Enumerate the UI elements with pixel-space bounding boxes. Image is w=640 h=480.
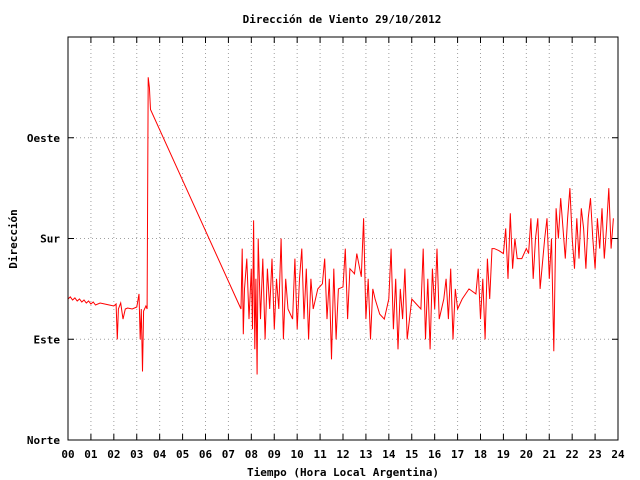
axis-ticks xyxy=(67,37,619,441)
x-axis-label: Tiempo (Hora Local Argentina) xyxy=(247,466,439,479)
x-tick-label: 12 xyxy=(336,448,349,461)
y-tick-label: Sur xyxy=(40,233,60,246)
x-tick-label: 11 xyxy=(313,448,327,461)
x-tick-label: 08 xyxy=(245,448,258,461)
x-tick-label: 21 xyxy=(543,448,557,461)
x-tick-label: 09 xyxy=(268,448,281,461)
y-tick-label: Oeste xyxy=(27,132,60,145)
data-series xyxy=(67,77,614,375)
x-tick-label: 02 xyxy=(107,448,120,461)
tick-labels: 00 01 02 03 04 05 06 07 08 09 10 11 12 13 14 15 16 17 18 19… xyxy=(27,132,625,461)
x-tick-label: 10 xyxy=(291,448,304,461)
y-tick-label: Este xyxy=(34,333,61,346)
x-tick-label: 14 xyxy=(382,448,396,461)
x-tick-label: 23 xyxy=(588,448,601,461)
x-tick-label: 05 xyxy=(176,448,189,461)
x-tick-label: 16 xyxy=(428,448,442,461)
y-tick-label: Norte xyxy=(27,434,60,447)
x-tick-label: 03 xyxy=(130,448,143,461)
x-tick-label: 18 xyxy=(474,448,487,461)
x-tick-label: 17 xyxy=(451,448,464,461)
x-tick-label: 01 xyxy=(84,448,98,461)
x-tick-label: 15 xyxy=(405,448,418,461)
wind-direction-series xyxy=(67,77,614,375)
x-tick-label: 13 xyxy=(359,448,372,461)
x-tick-label: 04 xyxy=(153,448,167,461)
x-tick-label: 06 xyxy=(199,448,213,461)
x-tick-label: 07 xyxy=(222,448,235,461)
chart-title: Dirección de Viento 29/10/2012 xyxy=(243,13,442,26)
x-tick-label: 22 xyxy=(566,448,579,461)
x-tick-label: 00 xyxy=(61,448,74,461)
y-axis-label: Dirección xyxy=(7,209,20,269)
x-tick-label: 20 xyxy=(520,448,533,461)
x-tick-label: 24 xyxy=(611,448,625,461)
x-tick-label: 19 xyxy=(497,448,510,461)
